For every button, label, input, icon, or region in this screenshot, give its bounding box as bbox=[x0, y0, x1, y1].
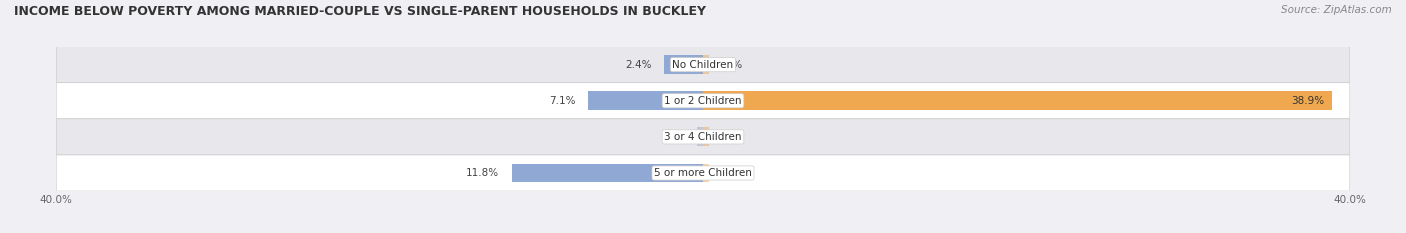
Text: 0.0%: 0.0% bbox=[716, 168, 742, 178]
Bar bbox=[703, 164, 710, 182]
FancyBboxPatch shape bbox=[56, 83, 1350, 119]
Bar bbox=[696, 127, 703, 146]
Bar bbox=[512, 164, 703, 182]
Text: 7.1%: 7.1% bbox=[548, 96, 575, 106]
Text: 0.0%: 0.0% bbox=[716, 60, 742, 70]
Bar bbox=[588, 91, 703, 110]
Text: 3 or 4 Children: 3 or 4 Children bbox=[664, 132, 742, 142]
Text: 0.0%: 0.0% bbox=[716, 132, 742, 142]
Bar bbox=[703, 55, 710, 74]
Text: 5 or more Children: 5 or more Children bbox=[654, 168, 752, 178]
Text: 2.4%: 2.4% bbox=[624, 60, 651, 70]
FancyBboxPatch shape bbox=[56, 119, 1350, 155]
Bar bbox=[664, 55, 703, 74]
Bar bbox=[703, 91, 1331, 110]
Text: 1 or 2 Children: 1 or 2 Children bbox=[664, 96, 742, 106]
Text: No Children: No Children bbox=[672, 60, 734, 70]
Text: 38.9%: 38.9% bbox=[1291, 96, 1324, 106]
Text: INCOME BELOW POVERTY AMONG MARRIED-COUPLE VS SINGLE-PARENT HOUSEHOLDS IN BUCKLEY: INCOME BELOW POVERTY AMONG MARRIED-COUPL… bbox=[14, 5, 706, 18]
Text: 11.8%: 11.8% bbox=[467, 168, 499, 178]
FancyBboxPatch shape bbox=[56, 155, 1350, 191]
Bar bbox=[703, 127, 710, 146]
Text: Source: ZipAtlas.com: Source: ZipAtlas.com bbox=[1281, 5, 1392, 15]
Text: 0.0%: 0.0% bbox=[664, 132, 690, 142]
FancyBboxPatch shape bbox=[56, 47, 1350, 83]
